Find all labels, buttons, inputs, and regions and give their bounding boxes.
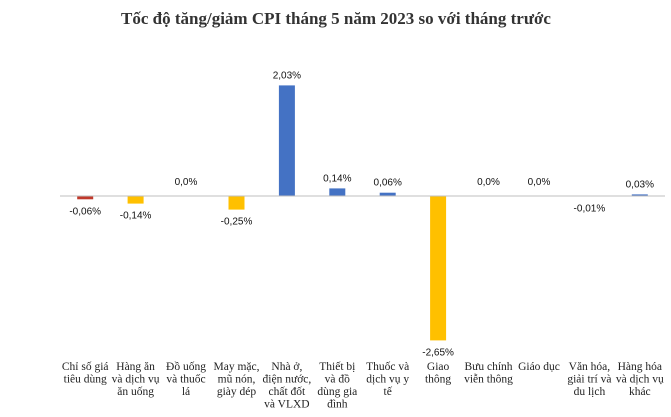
category-label-11: Hàng hóa và dịch vụ khác <box>616 361 664 398</box>
category-label-10: Văn hóa, giải trí và du lịch <box>567 361 611 398</box>
category-label-5: Thiết bị và đồ dùng gia đình <box>317 360 357 411</box>
bar-3 <box>228 196 245 210</box>
data-label-9: 0,0% <box>528 177 551 188</box>
chart-title: Tốc độ tăng/giảm CPI tháng 5 năm 2023 so… <box>121 9 551 28</box>
data-label-4: 2,03% <box>273 70 301 81</box>
data-label-11: 0,03% <box>626 179 654 190</box>
data-label-1: -0,14% <box>120 211 152 222</box>
category-label-7: Giao thông <box>425 361 451 386</box>
data-label-6: 0,06% <box>374 178 402 189</box>
bar-4 <box>278 85 295 196</box>
category-label-1: Hàng ăn và dịch vụ ăn uống <box>112 361 160 398</box>
data-label-8: 0,0% <box>477 177 500 188</box>
bar-0 <box>77 196 94 200</box>
bar-6 <box>379 192 396 196</box>
data-label-10: -0,01% <box>574 204 606 215</box>
bar-1 <box>127 196 144 204</box>
data-label-7: -2,65% <box>422 347 454 358</box>
category-label-3: May mặc, mũ nón, giày dép <box>214 361 260 398</box>
bars-group <box>77 85 648 341</box>
category-label-2: Đồ uống và thuốc lá <box>166 360 206 398</box>
bar-5 <box>329 188 346 196</box>
category-label-9: Giáo dục <box>518 361 560 373</box>
category-label-8: Bưu chính viễn thông <box>464 361 513 386</box>
data-label-5: 0,14% <box>323 173 351 184</box>
data-label-3: -0,25% <box>221 217 253 228</box>
data-labels-group: -0,06% -0,14% 0,0% -0,25% 2,03% 0,14% 0,06% -2,… <box>69 70 654 358</box>
category-label-0: Chỉ số giá tiêu dùng <box>62 360 109 386</box>
category-label-4: Nhà ở, điện nước, chất đốt và VLXD <box>263 361 312 411</box>
data-label-2: 0,0% <box>175 177 198 188</box>
bar-11 <box>631 194 648 196</box>
category-label-6: Thuốc và dịch vụ y tế <box>366 360 409 398</box>
bar-7 <box>430 196 447 341</box>
data-label-0: -0,06% <box>69 206 101 217</box>
